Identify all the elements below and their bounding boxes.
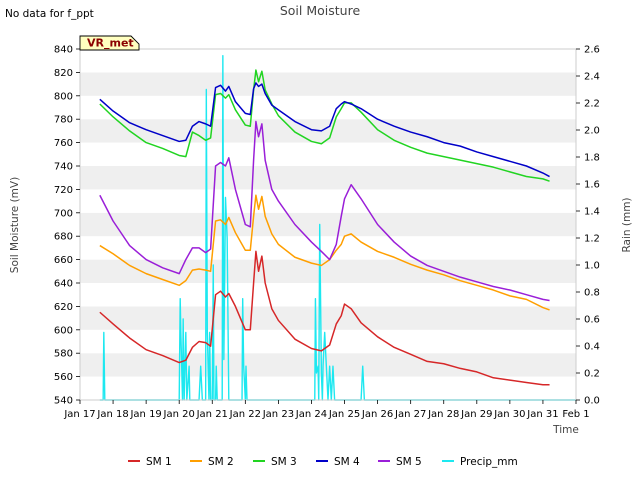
chart-title: Soil Moisture — [280, 3, 361, 18]
y-right-tick-label: 0.0 — [584, 396, 600, 407]
y-left-tick-label: 600 — [54, 325, 73, 336]
x-tick-label: Jan 29 — [460, 409, 492, 420]
y-right-tick-label: 0.8 — [584, 288, 600, 299]
y-left-tick-label: 540 — [54, 396, 73, 407]
y-axis-right-label: Rain (mm) — [621, 197, 633, 252]
y-axis-left-label: Soil Moisture (mV) — [9, 177, 21, 273]
x-tick-label: Jan 19 — [129, 409, 161, 420]
station-label-box: VR_met — [79, 35, 140, 51]
y-right-tick-label: 2.4 — [584, 72, 600, 83]
y-left-tick-label: 660 — [54, 255, 73, 266]
y-right-tick-label: 1.2 — [584, 234, 600, 245]
x-tick-label: Jan 20 — [163, 409, 195, 420]
x-tick-label: Jan 18 — [96, 409, 128, 420]
y-right-tick-label: 2.6 — [584, 45, 600, 56]
y-left-tick-label: 740 — [54, 162, 73, 173]
grid-band — [80, 189, 576, 213]
y-right-tick-label: 0.4 — [584, 342, 600, 353]
y-left-tick-label: 840 — [54, 45, 73, 56]
x-tick-label: Jan 23 — [262, 409, 294, 420]
y-left-tick-label: 800 — [54, 91, 73, 102]
x-tick-label: Jan 27 — [394, 409, 426, 420]
legend-label: SM 1 — [146, 456, 172, 468]
legend-label: SM 5 — [396, 456, 422, 468]
legend-label: SM 2 — [208, 456, 234, 468]
x-tick-label: Jan 24 — [295, 409, 327, 420]
y-left-tick-label: 700 — [54, 208, 73, 219]
legend-label: SM 4 — [334, 456, 360, 468]
station-label: VR_met — [87, 37, 134, 50]
x-tick-label: Jan 17 — [63, 409, 95, 420]
y-left-tick-label: 620 — [54, 302, 73, 313]
grid-band — [80, 166, 576, 190]
series-line-sm-4 — [99, 82, 550, 178]
grid-band — [80, 49, 576, 73]
x-tick-label: Jan 28 — [427, 409, 459, 420]
x-tick-label: Jan 26 — [361, 409, 393, 420]
y-left-tick-label: 760 — [54, 138, 73, 149]
y-left-tick-label: 720 — [54, 185, 73, 196]
legend-label: Precip_mm — [460, 456, 518, 468]
grid-band — [80, 212, 576, 237]
axis-ticks: 540 560 580 600 620 640 660 680 700 720 740 760 780 8… — [54, 45, 600, 421]
grid-band — [80, 142, 576, 166]
y-right-tick-label: 2.0 — [584, 126, 600, 137]
series-line-sm-5 — [99, 120, 550, 302]
x-tick-label: Jan 22 — [229, 409, 261, 420]
y-right-tick-label: 1.4 — [584, 207, 600, 218]
background-bands — [80, 49, 576, 400]
x-tick-label: Jan 31 — [526, 409, 558, 420]
series-line-precip-mm — [99, 55, 576, 401]
grid-band — [80, 119, 576, 143]
y-right-tick-label: 0.6 — [584, 315, 600, 326]
x-tick-label: Jan 30 — [493, 409, 525, 420]
y-left-tick-label: 560 — [54, 372, 73, 383]
plot-frame — [79, 48, 577, 401]
y-right-tick-label: 1.0 — [584, 261, 600, 272]
grid-band — [80, 283, 576, 307]
x-axis-label: Time — [552, 424, 579, 436]
series-line-sm-3 — [99, 69, 550, 182]
y-right-tick-label: 0.2 — [584, 369, 600, 380]
series-line-sm-1 — [99, 250, 550, 386]
y-left-tick-label: 640 — [54, 279, 73, 290]
grid-band — [80, 72, 576, 96]
y-right-tick-label: 2.2 — [584, 99, 600, 110]
legend: SM 1 SM 2 SM 3 SM 4 SM 5 Precip_mm — [128, 456, 518, 468]
y-left-tick-label: 780 — [54, 115, 73, 126]
grid-band — [80, 353, 576, 377]
grid-band — [80, 329, 576, 354]
y-right-tick-label: 1.6 — [584, 180, 600, 191]
x-tick-label: Feb 1 — [562, 409, 589, 420]
y-left-tick-label: 820 — [54, 68, 73, 79]
grid-band — [80, 306, 576, 330]
y-left-tick-label: 580 — [54, 349, 73, 360]
y-left-tick-label: 680 — [54, 232, 73, 243]
y-right-tick-label: 1.8 — [584, 153, 600, 164]
series-layer — [99, 55, 576, 401]
grid-band — [80, 95, 576, 120]
x-tick-label: Jan 21 — [196, 409, 228, 420]
series-line-sm-2 — [99, 194, 550, 311]
x-tick-label: Jan 25 — [328, 409, 360, 420]
no-data-note: No data for f_ppt — [5, 8, 94, 20]
legend-label: SM 3 — [271, 456, 297, 468]
grid-band — [80, 236, 576, 260]
